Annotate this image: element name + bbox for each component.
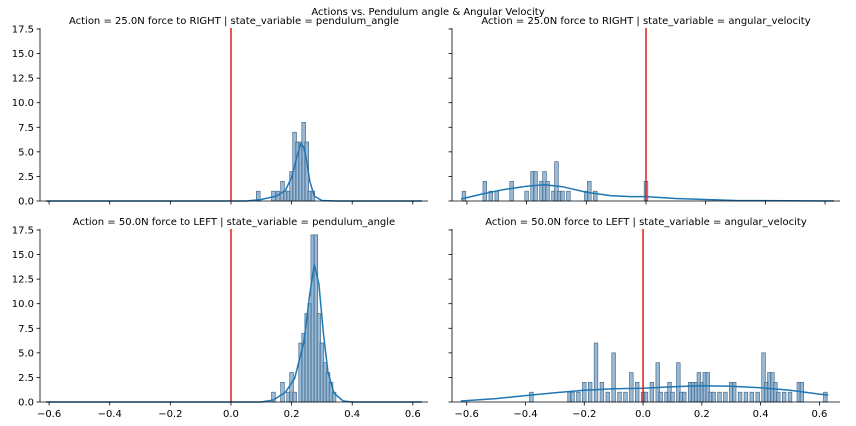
histogram-bar — [635, 382, 640, 403]
x-tick-label: 0.2 — [694, 409, 710, 420]
histogram-bar — [509, 181, 514, 202]
y-tick-label: 10.0 — [12, 299, 34, 310]
facet-panel-2: Action = 25.0N force to RIGHT | state_va… — [448, 16, 840, 205]
y-tick-label: 0.0 — [18, 197, 34, 208]
x-tick-label: 0.6 — [811, 409, 827, 420]
histogram-bar — [743, 391, 749, 403]
x-tick-label: −0.2 — [158, 409, 182, 420]
x-tick-label: 0.6 — [405, 409, 421, 420]
histogram-bar — [494, 190, 499, 202]
histogram-bar — [723, 391, 728, 403]
histogram-bar — [732, 382, 737, 403]
histogram-bar — [280, 382, 285, 403]
y-tick-label: 15.0 — [12, 49, 34, 60]
figure-suptitle: Actions vs. Pendulum angle & Angular Vel… — [311, 7, 544, 18]
histogram-bar — [524, 190, 529, 202]
y-tick-label: 12.5 — [12, 74, 34, 85]
histogram-bar — [588, 382, 593, 403]
histogram-bar — [711, 391, 716, 403]
histogram-bar — [599, 382, 605, 403]
histogram-bar — [737, 391, 743, 403]
kde-curve — [46, 142, 422, 202]
panel-title: Action = 50.0N force to LEFT | state_var… — [73, 217, 395, 228]
histogram-bar — [629, 372, 634, 403]
histogram-bar — [823, 391, 828, 403]
y-tick-label: 17.5 — [12, 225, 34, 236]
histogram-bar — [658, 391, 663, 403]
y-tick-label: 5.0 — [18, 348, 34, 359]
histogram-bar — [566, 190, 571, 202]
facet-panel-1: Action = 25.0N force to RIGHT | state_va… — [12, 16, 428, 208]
histogram-bar — [682, 391, 687, 403]
histogram-bar — [643, 391, 649, 403]
histogram-bar — [623, 391, 628, 403]
histogram-bar — [717, 391, 722, 403]
x-tick-label: −0.2 — [572, 409, 596, 420]
histogram-bar — [529, 391, 534, 403]
histogram-bar — [560, 190, 565, 202]
x-tick-label: 0.2 — [284, 409, 300, 420]
y-tick-label: 12.5 — [12, 275, 34, 286]
kde-curve — [460, 184, 835, 202]
y-tick-label: 10.0 — [12, 98, 34, 109]
x-tick-label: 0.0 — [223, 409, 239, 420]
histogram-bar — [649, 382, 655, 403]
histogram-bar — [755, 391, 760, 403]
facet-panel-4: Action = 50.0N force to LEFT | state_var… — [448, 217, 840, 420]
histogram-bar — [617, 391, 622, 403]
histogram-bar — [605, 391, 610, 403]
x-tick-label: 0.4 — [753, 409, 769, 420]
panel-title: Action = 25.0N force to RIGHT | state_va… — [481, 16, 810, 27]
histogram-bar — [670, 391, 675, 403]
facet-panel-3: Action = 50.0N force to LEFT | state_var… — [12, 217, 428, 420]
histogram-bar — [787, 391, 793, 403]
panel-title: Action = 50.0N force to LEFT | state_var… — [485, 217, 807, 228]
x-tick-label: −0.6 — [455, 409, 479, 420]
y-tick-label: 7.5 — [18, 123, 34, 134]
kde-curve — [460, 385, 829, 402]
x-tick-label: 0.4 — [344, 409, 360, 420]
y-tick-label: 7.5 — [18, 324, 34, 335]
y-tick-label: 5.0 — [18, 147, 34, 158]
histogram-bar — [570, 391, 575, 403]
histogram-bar — [582, 382, 587, 403]
histogram-bar — [782, 391, 787, 403]
histogram-bar — [776, 391, 781, 403]
histogram-bar — [576, 391, 581, 403]
histogram-bar — [587, 181, 592, 202]
x-tick-label: −0.4 — [513, 409, 537, 420]
kde-curve — [46, 264, 422, 403]
y-tick-label: 15.0 — [12, 250, 34, 261]
histogram-bar — [749, 391, 754, 403]
histogram-bar — [461, 190, 467, 202]
y-tick-label: 2.5 — [18, 172, 34, 183]
x-tick-label: −0.6 — [37, 409, 61, 420]
x-tick-label: −0.4 — [98, 409, 122, 420]
panel-title: Action = 25.0N force to RIGHT | state_va… — [69, 16, 399, 27]
y-tick-label: 2.5 — [18, 373, 34, 384]
facet-grid: Action = 25.0N force to RIGHT | state_va… — [12, 16, 840, 420]
histogram-bar — [611, 352, 616, 403]
x-tick-label: 0.0 — [635, 409, 651, 420]
histogram-bar — [292, 391, 297, 403]
histogram-bar — [593, 342, 599, 403]
y-tick-label: 0.0 — [18, 398, 34, 409]
y-tick-label: 17.5 — [12, 24, 34, 35]
histogram-bar — [482, 181, 487, 202]
